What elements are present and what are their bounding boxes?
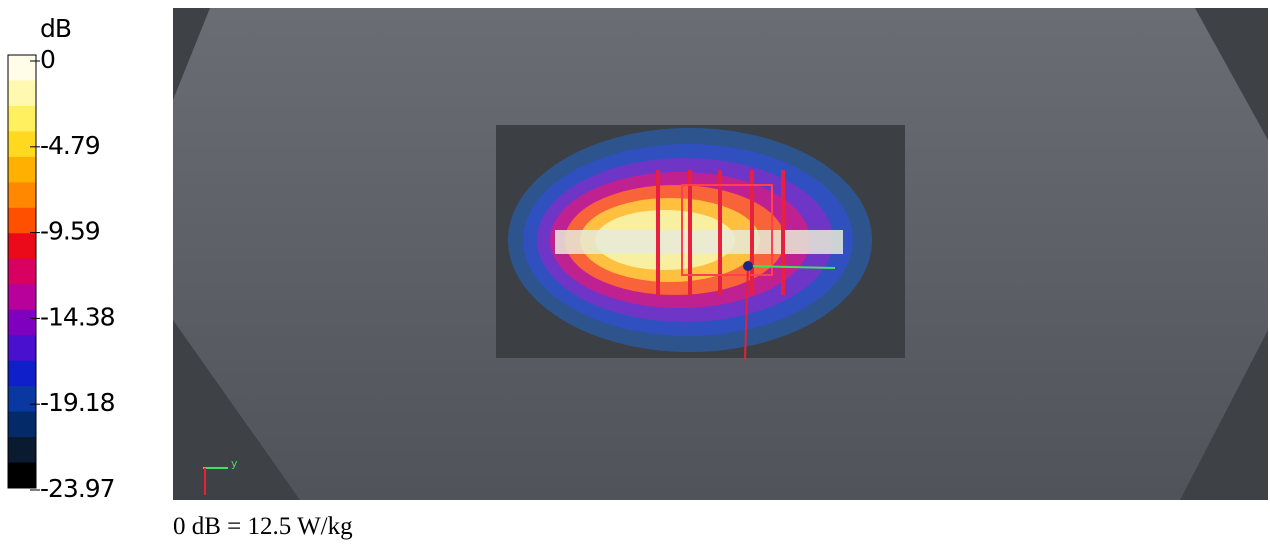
page: y dB 0 -4.79 -9.59 -14.38 -19.18 -23.97 0 dB …	[0, 0, 1270, 544]
caption: 0 dB = 12.5 W/kg	[173, 513, 353, 540]
color-band	[8, 182, 36, 208]
tick-label: -23.97	[40, 474, 115, 503]
origin	[743, 261, 753, 271]
color-band	[8, 284, 36, 310]
screen: y dB 0 -4.79 -9.59 -14.38 -19.18 -23.97 0 dB …	[0, 0, 1270, 544]
tick-label: -14.38	[40, 302, 115, 331]
tick-label: -19.18	[40, 388, 115, 417]
color-band	[8, 259, 36, 285]
color-band	[8, 412, 36, 438]
color-band	[8, 131, 36, 157]
color-band	[8, 361, 36, 387]
color-band	[8, 233, 36, 259]
color-band	[8, 80, 36, 106]
color-band	[8, 437, 36, 463]
color-band	[8, 310, 36, 336]
tick-label: -9.59	[40, 217, 100, 246]
color-band	[8, 208, 36, 234]
color-band	[8, 157, 36, 183]
viewport: y	[173, 8, 1268, 500]
color-band	[8, 386, 36, 412]
tick-label: 0	[40, 45, 55, 74]
source-bar	[555, 230, 843, 254]
axis-label: y	[231, 457, 238, 470]
tick-label: -4.79	[40, 131, 100, 160]
color-band	[8, 55, 36, 81]
color-band	[8, 463, 36, 489]
colorbar: dB 0 -4.79 -9.59 -14.38 -19.18 -23.97	[8, 14, 115, 503]
color-band	[8, 106, 36, 132]
color-band	[8, 335, 36, 361]
colorbar-unit: dB	[40, 14, 71, 43]
